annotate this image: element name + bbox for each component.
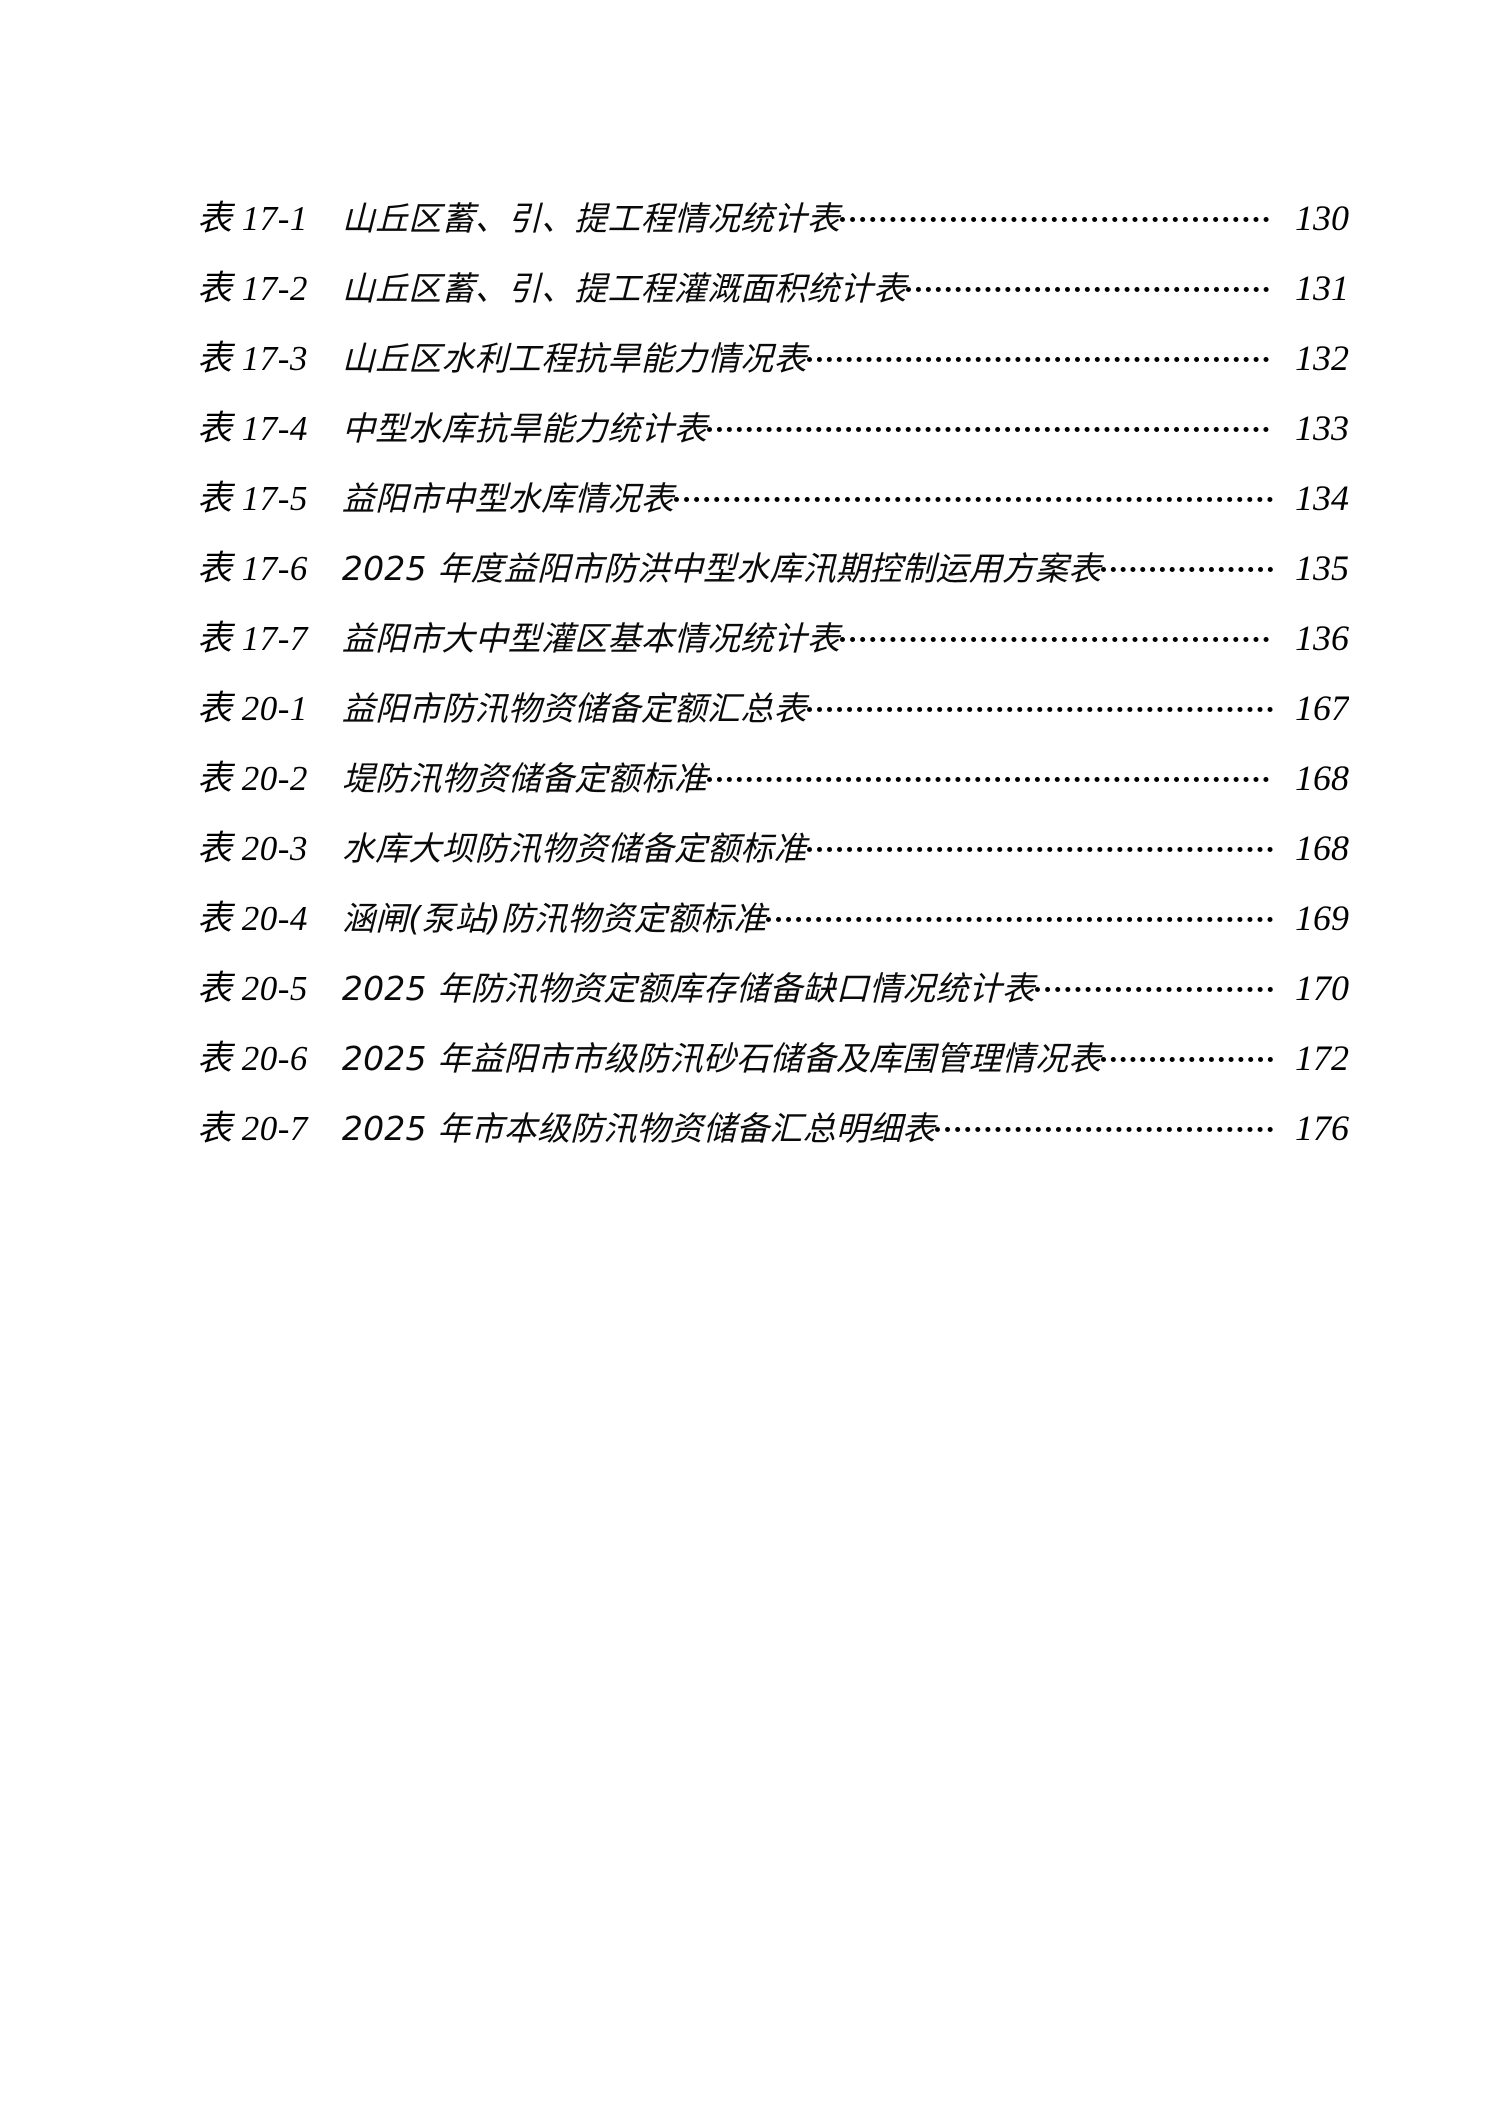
page-number: 170 (1295, 968, 1349, 1008)
dot-leader (1101, 1037, 1273, 1070)
table-number: 表 20-5 (197, 969, 308, 1008)
table-number: 表 17-1 (197, 199, 308, 238)
page-number: 133 (1295, 408, 1349, 448)
table-title: 中型水库抗旱能力统计表 (341, 409, 708, 448)
table-title: 2025 年度益阳市防洪中型水库汛期控制运用方案表 (341, 549, 1102, 588)
table-number: 表 17-6 (197, 549, 308, 588)
list-item[interactable]: 表 20-1 益阳市防汛物资储备定额汇总表 167 (197, 680, 1349, 750)
list-item[interactable]: 表 20-7 2025 年市本级防汛物资储备汇总明细表 176 (197, 1100, 1349, 1170)
page-number: 132 (1295, 338, 1349, 378)
list-item[interactable]: 表 20-5 2025 年防汛物资定额库存储备缺口情况统计表 170 (197, 960, 1349, 1030)
dot-leader (707, 757, 1269, 790)
table-title: 水库大坝防汛物资储备定额标准 (341, 829, 807, 868)
table-number: 表 20-1 (197, 689, 308, 728)
list-item[interactable]: 表 17-3 山丘区水利工程抗旱能力情况表 132 (197, 330, 1349, 400)
page-number: 135 (1295, 548, 1349, 588)
list-item[interactable]: 表 17-5 益阳市中型水库情况表 134 (197, 470, 1349, 540)
dot-leader (906, 267, 1269, 300)
page-number: 130 (1295, 198, 1349, 238)
page-number: 168 (1295, 828, 1349, 868)
list-item[interactable]: 表 17-6 2025 年度益阳市防洪中型水库汛期控制运用方案表 135 (197, 540, 1349, 610)
table-number: 表 20-6 (197, 1039, 308, 1078)
table-number: 表 17-5 (197, 479, 308, 518)
table-number: 表 17-2 (197, 269, 308, 308)
list-item[interactable]: 表 17-7 益阳市大中型灌区基本情况统计表 136 (197, 610, 1349, 680)
dot-leader (707, 407, 1269, 440)
table-title: 山丘区蓄、引、提工程情况统计表 (341, 199, 840, 238)
dot-leader (806, 337, 1269, 370)
page-number: 169 (1295, 898, 1349, 938)
list-item[interactable]: 表 20-4 涵闸(泵站)防汛物资定额标准 169 (197, 890, 1349, 960)
table-number: 表 20-2 (197, 759, 308, 798)
dot-leader (1034, 967, 1273, 1000)
table-number: 表 20-4 (197, 899, 308, 938)
dot-leader (673, 477, 1273, 510)
dot-leader (839, 197, 1269, 230)
page-number: 136 (1295, 618, 1349, 658)
list-item[interactable]: 表 17-4 中型水库抗旱能力统计表 133 (197, 400, 1349, 470)
table-number: 表 17-4 (197, 409, 308, 448)
page-number: 134 (1295, 478, 1349, 518)
list-item[interactable]: 表 17-2 山丘区蓄、引、提工程灌溉面积统计表 131 (197, 260, 1349, 330)
table-title: 2025 年防汛物资定额库存储备缺口情况统计表 (341, 969, 1035, 1008)
page-number: 168 (1295, 758, 1349, 798)
list-item[interactable]: 表 17-1 山丘区蓄、引、提工程情况统计表 130 (197, 190, 1349, 260)
dot-leader (806, 827, 1273, 860)
dot-leader (935, 1107, 1273, 1140)
list-item[interactable]: 表 20-2 堤防汛物资储备定额标准 168 (197, 750, 1349, 820)
list-item[interactable]: 表 20-3 水库大坝防汛物资储备定额标准 168 (197, 820, 1349, 890)
table-title: 益阳市防汛物资储备定额汇总表 (341, 689, 807, 728)
page-number: 167 (1295, 688, 1349, 728)
list-of-tables: 表 17-1 山丘区蓄、引、提工程情况统计表 130 表 17-2 山丘区蓄、引… (197, 190, 1349, 1170)
table-number: 表 17-7 (197, 619, 308, 658)
dot-leader (806, 687, 1273, 720)
table-number: 表 20-3 (197, 829, 308, 868)
table-title: 2025 年益阳市市级防汛砂石储备及库围管理情况表 (341, 1039, 1102, 1078)
page-number: 172 (1295, 1038, 1349, 1078)
table-number: 表 20-7 (197, 1109, 308, 1148)
list-item[interactable]: 表 20-6 2025 年益阳市市级防汛砂石储备及库围管理情况表 172 (197, 1030, 1349, 1100)
page-number: 131 (1295, 268, 1349, 308)
table-title: 堤防汛物资储备定额标准 (341, 759, 708, 798)
table-title: 山丘区蓄、引、提工程灌溉面积统计表 (341, 269, 907, 308)
table-title: 益阳市中型水库情况表 (341, 479, 674, 518)
table-number: 表 17-3 (197, 339, 308, 378)
table-title: 涵闸(泵站)防汛物资定额标准 (341, 899, 767, 938)
table-title: 山丘区水利工程抗旱能力情况表 (341, 339, 807, 378)
dot-leader (1101, 547, 1273, 580)
table-title: 2025 年市本级防汛物资储备汇总明细表 (341, 1109, 936, 1148)
dot-leader (766, 897, 1273, 930)
table-title: 益阳市大中型灌区基本情况统计表 (341, 619, 840, 658)
page-number: 176 (1295, 1108, 1349, 1148)
dot-leader (839, 617, 1269, 650)
